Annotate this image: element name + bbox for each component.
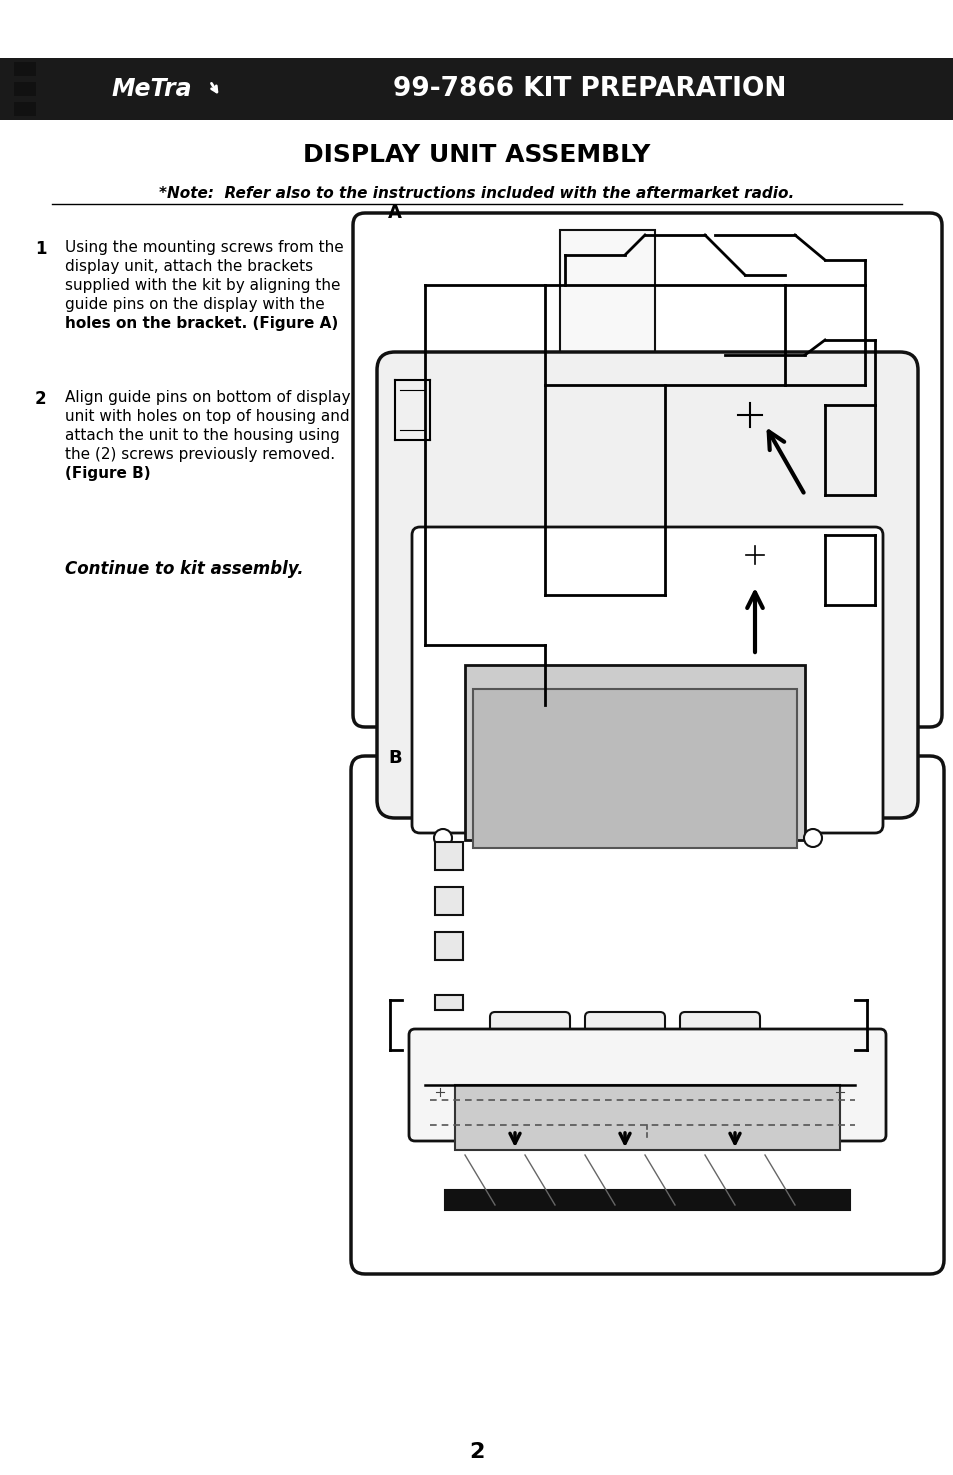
Circle shape [551, 1089, 558, 1097]
Circle shape [600, 499, 610, 509]
Text: (Figure B): (Figure B) [65, 466, 151, 481]
Circle shape [628, 587, 639, 597]
Bar [14, 102, 36, 117]
Text: unit with holes on top of housing and: unit with holes on top of housing and [65, 409, 349, 423]
Circle shape [573, 476, 582, 487]
Text: A: A [388, 204, 401, 223]
Circle shape [628, 434, 639, 442]
Circle shape [600, 454, 610, 465]
Circle shape [600, 1089, 608, 1097]
Text: holes on the bracket. (Figure A): holes on the bracket. (Figure A) [65, 316, 338, 330]
Circle shape [484, 681, 493, 689]
Bar [444, 1190, 849, 1210]
Circle shape [600, 521, 610, 531]
Circle shape [628, 543, 639, 553]
Text: Using the mounting screws from the: Using the mounting screws from the [65, 240, 343, 255]
Text: B: B [388, 749, 401, 767]
Text: guide pins on the display with the: guide pins on the display with the [65, 296, 324, 313]
Circle shape [628, 476, 639, 487]
Circle shape [600, 543, 610, 553]
Bar [559, 230, 655, 420]
Circle shape [628, 521, 639, 531]
Circle shape [600, 587, 610, 597]
Circle shape [600, 476, 610, 487]
Text: the (2) screws previously removed.: the (2) screws previously removed. [65, 447, 335, 462]
Circle shape [650, 1089, 659, 1097]
Polygon shape [44, 60, 257, 118]
Circle shape [573, 521, 582, 531]
Text: 1: 1 [35, 240, 47, 258]
Text: display unit, attach the brackets: display unit, attach the brackets [65, 260, 313, 274]
FancyBboxPatch shape [353, 212, 941, 727]
Circle shape [750, 1089, 759, 1097]
Circle shape [628, 565, 639, 575]
Circle shape [440, 681, 449, 689]
FancyBboxPatch shape [376, 353, 917, 819]
Circle shape [433, 1086, 447, 1099]
FancyBboxPatch shape [584, 1012, 664, 1050]
Bar [435, 996, 462, 1010]
Circle shape [500, 1089, 509, 1097]
Circle shape [573, 543, 582, 553]
Circle shape [740, 541, 768, 569]
Bar [455, 1086, 840, 1150]
Circle shape [573, 587, 582, 597]
FancyBboxPatch shape [679, 1012, 760, 1050]
Bar [435, 932, 462, 960]
Circle shape [573, 565, 582, 575]
Circle shape [628, 499, 639, 509]
Circle shape [832, 1086, 846, 1099]
Circle shape [731, 397, 767, 434]
Bar [0, 58, 953, 119]
Text: supplied with the kit by aligning the: supplied with the kit by aligning the [65, 277, 340, 294]
Circle shape [451, 1089, 458, 1097]
Circle shape [628, 454, 639, 465]
Circle shape [600, 565, 610, 575]
Circle shape [803, 829, 821, 847]
Bar [435, 886, 462, 914]
Bar [464, 665, 804, 839]
Bar [14, 62, 36, 77]
FancyBboxPatch shape [409, 1030, 885, 1142]
FancyBboxPatch shape [490, 1012, 569, 1050]
Text: Continue to kit assembly.: Continue to kit assembly. [65, 560, 303, 578]
Circle shape [434, 829, 452, 847]
Circle shape [462, 681, 471, 689]
Text: MeTra: MeTra [112, 77, 193, 100]
Bar [473, 689, 796, 848]
Text: attach the unit to the housing using: attach the unit to the housing using [65, 428, 339, 442]
Circle shape [573, 499, 582, 509]
FancyBboxPatch shape [412, 527, 882, 833]
FancyBboxPatch shape [351, 757, 943, 1274]
Text: 2: 2 [469, 1443, 484, 1462]
Circle shape [573, 434, 582, 442]
Bar [435, 842, 462, 870]
Text: 99-7866 KIT PREPARATION: 99-7866 KIT PREPARATION [393, 77, 786, 102]
Text: 2: 2 [35, 389, 47, 409]
Text: DISPLAY UNIT ASSEMBLY: DISPLAY UNIT ASSEMBLY [303, 143, 650, 167]
Text: Align guide pins on bottom of display: Align guide pins on bottom of display [65, 389, 350, 406]
Bar [430, 630, 510, 665]
Bar [14, 83, 36, 96]
Circle shape [573, 454, 582, 465]
Circle shape [801, 1089, 808, 1097]
Circle shape [700, 1089, 708, 1097]
Text: *Note:  Refer also to the instructions included with the aftermarket radio.: *Note: Refer also to the instructions in… [159, 186, 794, 201]
Circle shape [600, 434, 610, 442]
